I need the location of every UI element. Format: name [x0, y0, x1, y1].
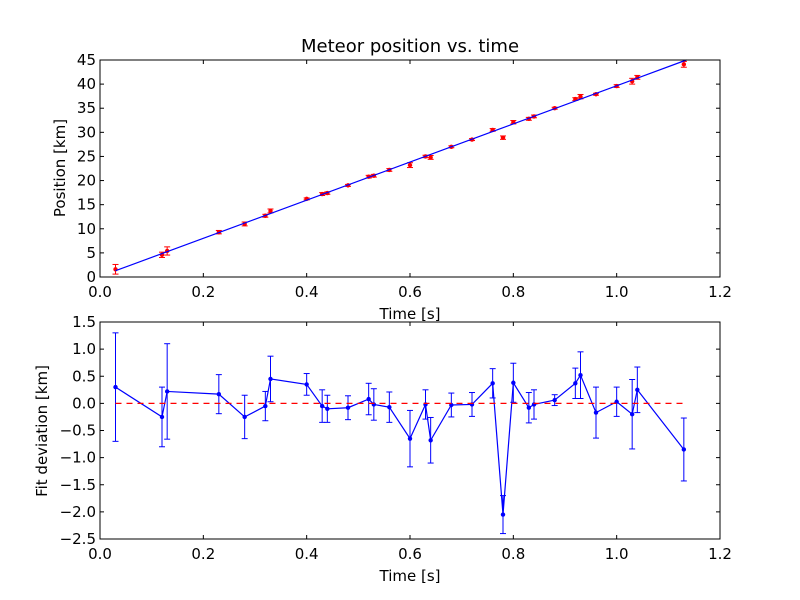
x-tick-label: 0.0 — [88, 545, 112, 563]
x-tick-label: 0.8 — [501, 283, 525, 301]
y-tick-label: 25 — [77, 147, 96, 165]
y-tick-label: −1.5 — [60, 476, 96, 494]
y-tick-label: 40 — [77, 75, 96, 93]
data-point — [268, 376, 273, 382]
deviation-plot: 0.0 0.2 0.4 0.6 0.8 1.0 1.2 −2.5 −2.0 −1.5 −1.0 −0.… — [33, 313, 732, 585]
x-tick-label: 0.4 — [295, 283, 319, 301]
data-point — [216, 391, 222, 397]
y-tick-label: −2.0 — [60, 503, 96, 521]
y-tick-label: 1.5 — [72, 313, 96, 331]
y-tick-label: 15 — [77, 196, 96, 214]
x-tick-label: 0.0 — [88, 283, 112, 301]
data-point — [319, 403, 325, 409]
data-point — [681, 62, 687, 67]
x-axis-label: Time [s] — [379, 567, 441, 585]
data-point — [268, 208, 273, 214]
position-axes-frame — [99, 59, 721, 278]
x-tick-label: 0.6 — [398, 283, 422, 301]
data-point — [242, 414, 247, 420]
data-point — [500, 512, 506, 517]
y-tick-label: 0.5 — [72, 367, 96, 385]
y-tick-label: 0.0 — [72, 394, 96, 412]
y-axis-label: Position [km] — [51, 119, 69, 217]
y-tick-label: 10 — [77, 220, 96, 238]
data-point — [428, 438, 433, 443]
y-tick-label: −2.5 — [60, 530, 96, 548]
deviation-axes-frame — [99, 321, 721, 540]
y-tick-label: −0.5 — [60, 422, 96, 440]
y-tick-label: 35 — [77, 99, 96, 117]
data-point — [325, 406, 330, 411]
data-point — [681, 447, 687, 452]
y-tick-label: 20 — [77, 172, 96, 190]
y-axis-label: Fit deviation [km] — [33, 365, 51, 497]
x-axis-label: Time [s] — [379, 305, 441, 323]
data-point — [573, 381, 578, 386]
data-point — [113, 384, 118, 390]
position-plot: Meteor position vs. time 0.0 0.2 0.4 0.6 0.8… — [51, 36, 732, 323]
chart-title: Meteor position vs. time — [301, 36, 519, 57]
y-tick-label: 5 — [86, 244, 96, 262]
data-point — [159, 414, 165, 420]
x-tick-label: 1.0 — [605, 545, 629, 563]
data-point — [635, 387, 640, 393]
y-tick-label: 30 — [77, 123, 96, 141]
data-point — [345, 405, 351, 410]
data-point — [407, 162, 413, 168]
y-tick-label: 1.0 — [72, 340, 96, 358]
deviation-marks — [112, 332, 687, 535]
data-point — [578, 94, 583, 99]
fit-line — [115, 59, 687, 272]
y-tick-label: 0 — [86, 268, 96, 286]
x-tick-label: 0.4 — [295, 545, 319, 563]
data-point — [387, 404, 392, 410]
data-point — [511, 380, 516, 385]
data-point — [526, 405, 532, 410]
x-tick-label: 1.2 — [708, 283, 732, 301]
data-point — [629, 412, 635, 417]
data-point — [407, 436, 413, 441]
x-tick-label: 0.8 — [501, 545, 525, 563]
y-tick-label: 45 — [77, 51, 96, 69]
x-tick-label: 0.2 — [191, 545, 215, 563]
x-tick-label: 0.2 — [191, 283, 215, 301]
data-point — [263, 403, 268, 409]
data-point — [552, 397, 557, 403]
data-point — [113, 267, 118, 272]
data-point — [164, 389, 170, 394]
y-tick-label: −1.0 — [60, 449, 96, 467]
data-point — [578, 372, 583, 378]
deviation-ticks: 0.0 0.2 0.4 0.6 0.8 1.0 1.2 −2.5 −2.0 −1.5 −1.0 −0.… — [60, 313, 732, 563]
data-point — [304, 382, 309, 387]
data-point — [593, 410, 599, 415]
data-point — [428, 155, 433, 160]
x-tick-label: 0.6 — [398, 545, 422, 563]
x-tick-label: 1.0 — [605, 283, 629, 301]
data-point — [490, 381, 495, 386]
data-point — [500, 135, 506, 140]
data-point — [366, 396, 371, 402]
position-marks — [112, 59, 687, 275]
x-tick-label: 1.2 — [708, 545, 732, 563]
